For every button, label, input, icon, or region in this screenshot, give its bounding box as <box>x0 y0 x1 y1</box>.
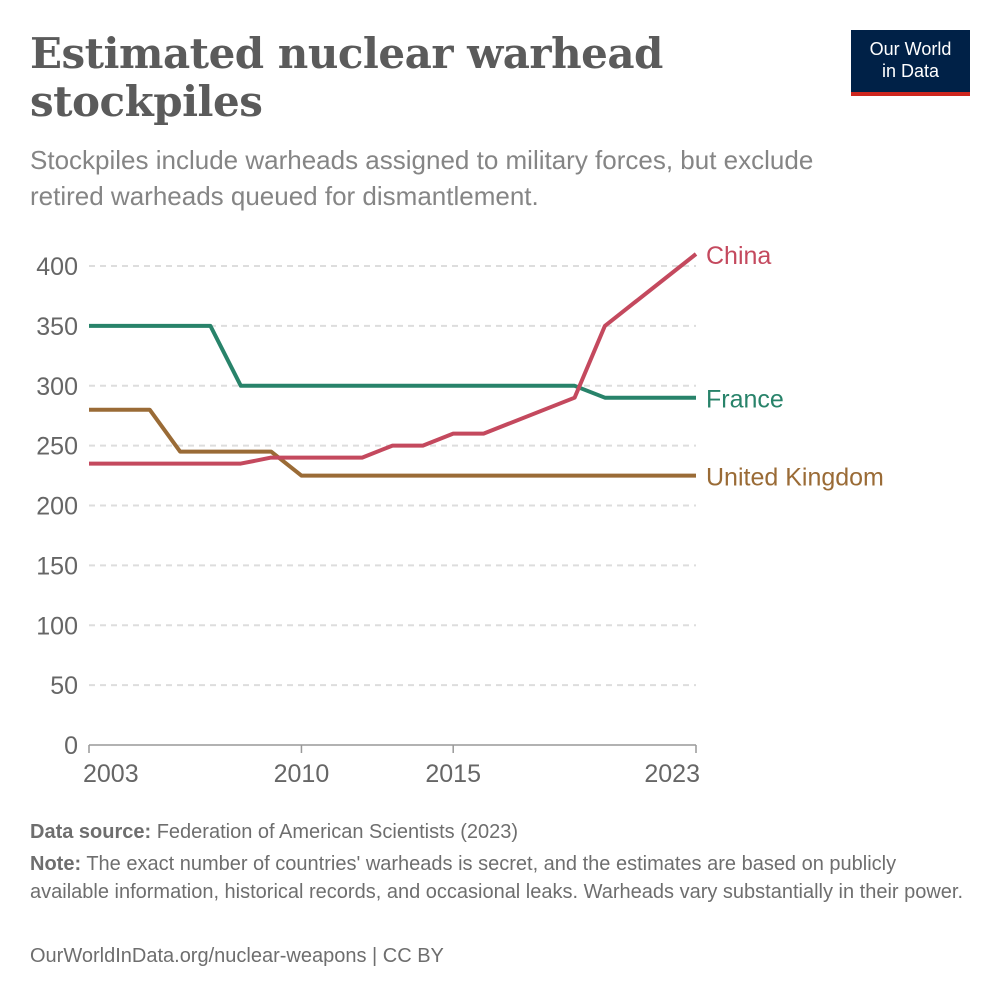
note-label: Note: <box>30 853 82 875</box>
series-line-china <box>89 252 698 466</box>
logo-line-1: Our World <box>869 39 952 59</box>
logo-line-2: in Data <box>881 61 940 81</box>
x-tick-label: 2023 <box>644 760 700 788</box>
series-label-united-kingdom: United Kingdom <box>706 464 884 492</box>
series-line-france <box>89 323 696 400</box>
y-tick-label: 300 <box>36 373 78 401</box>
x-tick-label: 2003 <box>83 760 139 788</box>
note-text: The exact number of countries' warheads … <box>30 853 964 903</box>
series-label-france: France <box>706 386 784 414</box>
y-tick-label: 200 <box>36 493 78 521</box>
chart-title: Estimated nuclear warhead stockpiles <box>30 29 663 126</box>
note: Note: The exact number of countries' war… <box>30 850 970 906</box>
x-tick-label: 2010 <box>274 760 330 788</box>
y-tick-label: 150 <box>36 552 78 580</box>
y-tick-label: 250 <box>36 433 78 461</box>
y-tick-label: 400 <box>36 253 78 281</box>
series-label-china: China <box>706 242 771 270</box>
owid-logo[interactable]: Our World in Data <box>851 30 970 96</box>
credit-link[interactable]: OurWorldInData.org/nuclear-weapons | CC … <box>30 945 444 967</box>
y-tick-label: 50 <box>50 672 78 700</box>
y-tick-label: 100 <box>36 612 78 640</box>
source-text: Federation of American Scientists (2023) <box>156 821 519 843</box>
series-line-united-kingdom <box>89 407 696 478</box>
y-tick-label: 0 <box>64 732 78 760</box>
y-tick-label: 350 <box>36 313 78 341</box>
chart-subtitle: Stockpiles include warheads assigned to … <box>30 145 814 211</box>
source-label: Data source: <box>30 821 152 843</box>
data-source: Data source: Federation of American Scie… <box>30 818 970 846</box>
x-tick-label: 2015 <box>425 760 481 788</box>
